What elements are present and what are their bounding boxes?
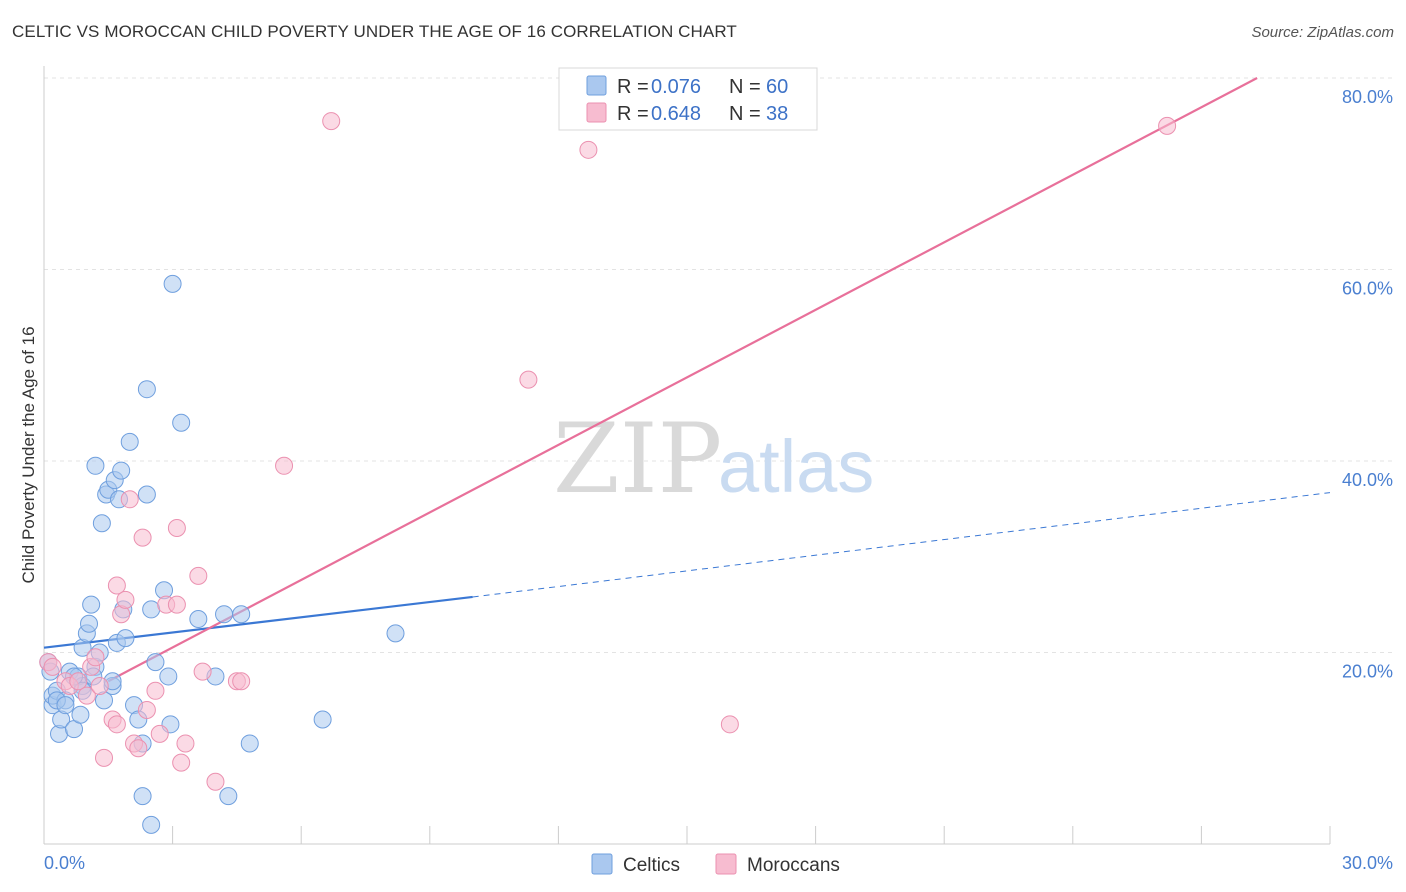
moroccan-point	[137, 700, 156, 719]
moroccan-point	[579, 140, 598, 159]
celtic-point	[163, 274, 182, 293]
celtic-point	[92, 514, 111, 533]
source-credit: Source: ZipAtlas.com	[1251, 24, 1394, 41]
moroccan-point	[519, 370, 538, 389]
watermark-zip: ZIP	[553, 403, 722, 515]
celtic-point	[159, 667, 178, 686]
celtic-point	[172, 413, 191, 432]
data-points	[39, 112, 1177, 834]
moroccan-point	[206, 772, 225, 791]
y-tick-label: 80.0%	[1342, 87, 1393, 107]
y-tick-label: 20.0%	[1342, 662, 1393, 682]
legend-n-label-celtics: N =	[729, 76, 761, 98]
moroccan-point	[189, 566, 208, 585]
y-tick-label: 40.0%	[1342, 470, 1393, 490]
moroccan-point	[95, 748, 114, 767]
celtic-point	[142, 815, 161, 834]
bottom-legend-swatch-celtics	[591, 853, 613, 875]
celtic-point	[189, 609, 208, 628]
axes	[43, 66, 1331, 845]
y-axis-title: Child Poverty Under the Age of 16	[19, 326, 38, 583]
tick-labels: 20.0% 40.0% 60.0% 80.0% 0.0% 30.0%	[44, 87, 1393, 873]
celtic-point	[240, 734, 259, 753]
legend-n-value-celtics: 60	[766, 76, 788, 98]
trendlines	[43, 77, 1331, 683]
celtic-point	[219, 787, 238, 806]
celtic-trendline	[43, 595, 473, 649]
bottom-legend: Celtics Moroccans	[591, 853, 840, 876]
chart-title: CELTIC VS MOROCCAN CHILD POVERTY UNDER T…	[12, 22, 737, 41]
y-tick-label: 60.0%	[1342, 279, 1393, 299]
moroccan-point	[322, 112, 341, 131]
celtic-point	[386, 624, 405, 643]
moroccan-point	[172, 753, 191, 772]
moroccan-point	[107, 715, 126, 734]
moroccan-point	[43, 657, 62, 676]
legend-box: R = 0.076 N = 60 R = 0.648 N = 38	[558, 67, 818, 131]
celtic-point	[137, 380, 156, 399]
moroccan-point	[150, 724, 169, 743]
celtic-point	[137, 485, 156, 504]
moroccan-point	[193, 662, 212, 681]
moroccan-point	[275, 456, 294, 475]
moroccan-point	[167, 519, 186, 538]
gridlines	[44, 77, 1392, 653]
moroccan-point	[77, 686, 96, 705]
legend-swatch-celtics	[586, 75, 607, 96]
celtic-point	[133, 787, 152, 806]
celtic-point	[232, 605, 251, 624]
celtic-point	[146, 653, 165, 672]
watermark-atlas: atlas	[718, 425, 874, 508]
celtic-point	[71, 705, 90, 724]
legend-r-value-moroccans: 0.648	[651, 103, 701, 125]
watermark: ZIP atlas	[553, 403, 874, 515]
celtic-point	[215, 605, 234, 624]
celtic-point	[80, 614, 99, 633]
legend-n-value-moroccans: 38	[766, 103, 788, 125]
celtic-point	[142, 600, 161, 619]
moroccan-point	[107, 576, 126, 595]
celtic-trendline-extension	[472, 492, 1331, 598]
celtic-point	[112, 461, 131, 480]
moroccan-point	[720, 715, 739, 734]
legend-swatch-moroccans	[586, 102, 607, 123]
x-tick-label-min: 0.0%	[44, 853, 85, 873]
moroccan-point	[232, 672, 251, 691]
moroccan-point	[120, 490, 139, 509]
moroccan-point	[86, 648, 105, 667]
legend-r-label-moroccans: R =	[617, 103, 649, 125]
moroccan-point	[116, 590, 135, 609]
moroccan-trendline	[107, 77, 1258, 683]
celtic-point	[56, 696, 75, 715]
bottom-legend-swatch-moroccans	[715, 853, 737, 875]
legend-r-value-celtics: 0.076	[651, 76, 701, 98]
bottom-legend-label-celtics: Celtics	[623, 855, 680, 876]
moroccan-point	[1158, 116, 1177, 135]
moroccan-point	[129, 739, 148, 758]
celtic-point	[116, 629, 135, 648]
celtic-point	[313, 710, 332, 729]
moroccan-point	[146, 681, 165, 700]
moroccan-point	[167, 595, 186, 614]
bottom-legend-label-moroccans: Moroccans	[747, 855, 840, 876]
moroccan-point	[176, 734, 195, 753]
legend-r-label-celtics: R =	[617, 76, 649, 98]
moroccan-point	[133, 528, 152, 547]
celtic-point	[82, 595, 101, 614]
moroccan-point	[90, 677, 109, 696]
celtic-point	[86, 456, 105, 475]
celtic-point	[120, 432, 139, 451]
x-tick-label-max: 30.0%	[1342, 853, 1393, 873]
moroccan-point	[69, 672, 88, 691]
legend-n-label-moroccans: N =	[729, 103, 761, 125]
